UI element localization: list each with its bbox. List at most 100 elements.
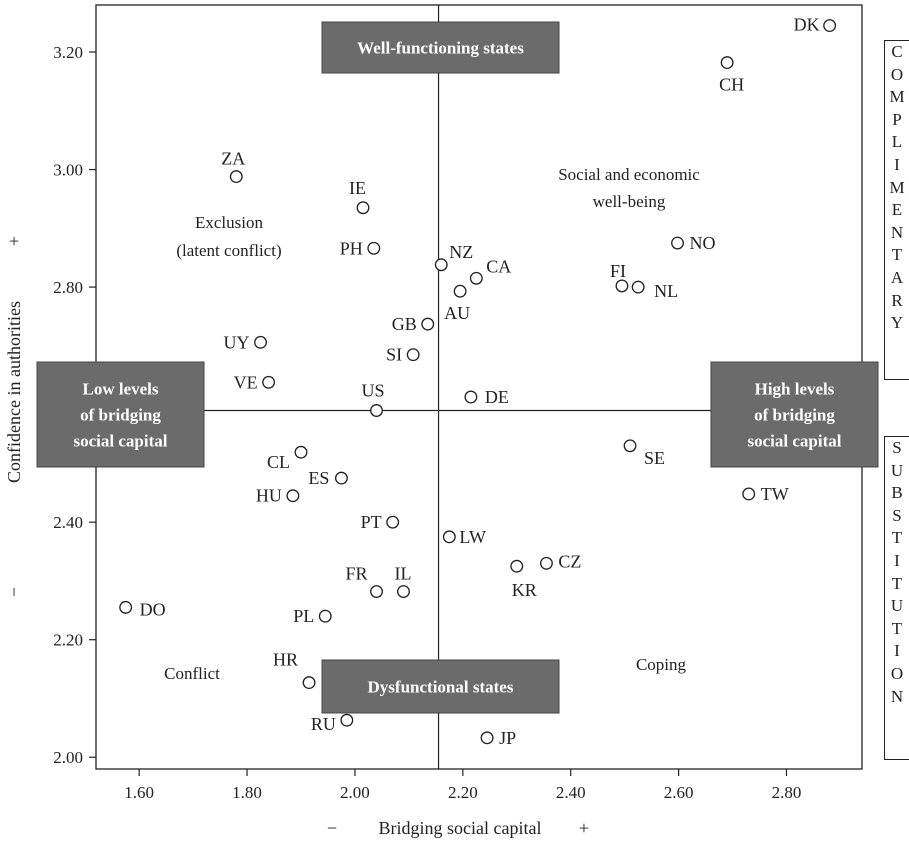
region-exclusion-line1: Exclusion (195, 213, 263, 232)
point-label-pt: PT (361, 512, 382, 532)
point-label-fi: FI (610, 261, 626, 281)
box-high-bridging-text: of bridging (754, 406, 835, 425)
point-do (119, 600, 133, 614)
point-label-ca: CA (486, 256, 511, 276)
point-tw (742, 487, 756, 501)
side-letter: T (891, 573, 903, 593)
point-dk (823, 19, 837, 33)
point-label-ru: RU (311, 714, 336, 734)
point-label-do: DO (140, 599, 166, 619)
point-za (229, 170, 243, 184)
box-high-bridging (710, 361, 879, 468)
point-ca (469, 271, 483, 285)
box-high-bridging-text: High levels (755, 380, 835, 399)
x-axis-plus: + (579, 818, 589, 838)
side-letter: I (894, 154, 900, 174)
y-tick-label: 2.00 (53, 748, 83, 767)
box-high-bridging-text: social capital (748, 432, 842, 451)
point-label-de: DE (485, 387, 509, 407)
side-letter: T (891, 618, 903, 638)
point-si (406, 348, 420, 362)
point-label-nl: NL (654, 281, 678, 301)
point-label-si: SI (386, 345, 402, 365)
x-tick-label: 1.60 (124, 783, 154, 802)
point-ru (340, 713, 354, 727)
point-label-il: IL (394, 564, 411, 584)
side-letter: M (889, 87, 905, 107)
side-letter: Y (890, 313, 904, 333)
point-label-ph: PH (340, 238, 363, 258)
point-cl (294, 445, 308, 459)
point-label-uy: UY (224, 332, 250, 352)
side-letter: M (889, 177, 905, 197)
point-ph (367, 241, 381, 255)
point-label-tw: TW (761, 484, 789, 504)
box-low-bridging (36, 361, 205, 468)
x-axis-title: Bridging social capital (379, 818, 542, 838)
region-wellbeing-line1: Social and economic (558, 165, 700, 184)
y-tick-label: 3.00 (53, 161, 83, 180)
point-label-cz: CZ (558, 551, 581, 571)
point-label-ie: IE (349, 178, 366, 198)
point-label-pl: PL (293, 606, 314, 626)
box-dysfunctional (321, 659, 560, 714)
region-exclusion-line2: (latent conflict) (176, 241, 281, 260)
point-lw (442, 530, 456, 544)
point-cz (539, 556, 553, 570)
side-letter: B (891, 483, 903, 503)
point-hu (286, 489, 300, 503)
point-ie (356, 201, 370, 215)
x-axis-minus: − (327, 818, 337, 838)
x-tick-label: 2.20 (448, 783, 478, 802)
point-se (623, 439, 637, 453)
side-letter: N (890, 686, 904, 706)
side-letter: E (891, 200, 903, 220)
point-fi (615, 279, 629, 293)
point-label-au: AU (444, 303, 470, 323)
box-low-bridging-text: Low levels (82, 380, 158, 399)
point-label-cl: CL (267, 452, 290, 472)
side-letter: S (892, 438, 902, 457)
y-axis-plus: + (4, 236, 24, 246)
point-label-fr: FR (345, 564, 367, 584)
point-label-ch: CH (719, 75, 744, 95)
point-label-nz: NZ (449, 242, 473, 262)
point-label-hr: HR (273, 650, 298, 670)
point-label-us: US (362, 381, 385, 401)
side-letter: O (890, 663, 904, 683)
x-tick-label: 2.60 (664, 783, 694, 802)
side-letter: N (890, 222, 904, 242)
side-letter: S (892, 505, 902, 525)
y-axis-title: Confidence in authorities (4, 301, 24, 483)
point-label-no: NO (690, 233, 716, 253)
point-label-lw: LW (459, 527, 486, 547)
point-hr (302, 676, 316, 690)
y-tick-label: 2.80 (53, 278, 83, 297)
y-tick-label: 3.20 (53, 43, 83, 62)
point-us (370, 404, 383, 417)
point-kr (510, 559, 524, 573)
region-conflict: Conflict (164, 664, 220, 683)
point-uy (254, 335, 267, 349)
x-tick-label: 2.40 (556, 783, 586, 802)
side-letter: C (891, 42, 903, 61)
side-letter: P (892, 109, 902, 129)
point-jp (480, 731, 494, 745)
point-label-es: ES (308, 468, 329, 488)
x-tick-label: 1.80 (232, 783, 262, 802)
side-letter: U (890, 596, 904, 616)
region-wellbeing-line2: well-being (593, 192, 666, 211)
point-au (453, 284, 467, 298)
point-fr (370, 585, 383, 598)
point-label-za: ZA (221, 149, 245, 169)
point-label-ve: VE (234, 372, 258, 392)
box-well-functioning-text: Well-functioning states (357, 39, 524, 58)
y-tick-label: 2.40 (53, 513, 83, 532)
box-dysfunctional-text: Dysfunctional states (368, 678, 514, 697)
point-label-jp: JP (499, 728, 516, 748)
side-letter: I (894, 641, 900, 661)
x-tick-label: 2.80 (772, 783, 802, 802)
